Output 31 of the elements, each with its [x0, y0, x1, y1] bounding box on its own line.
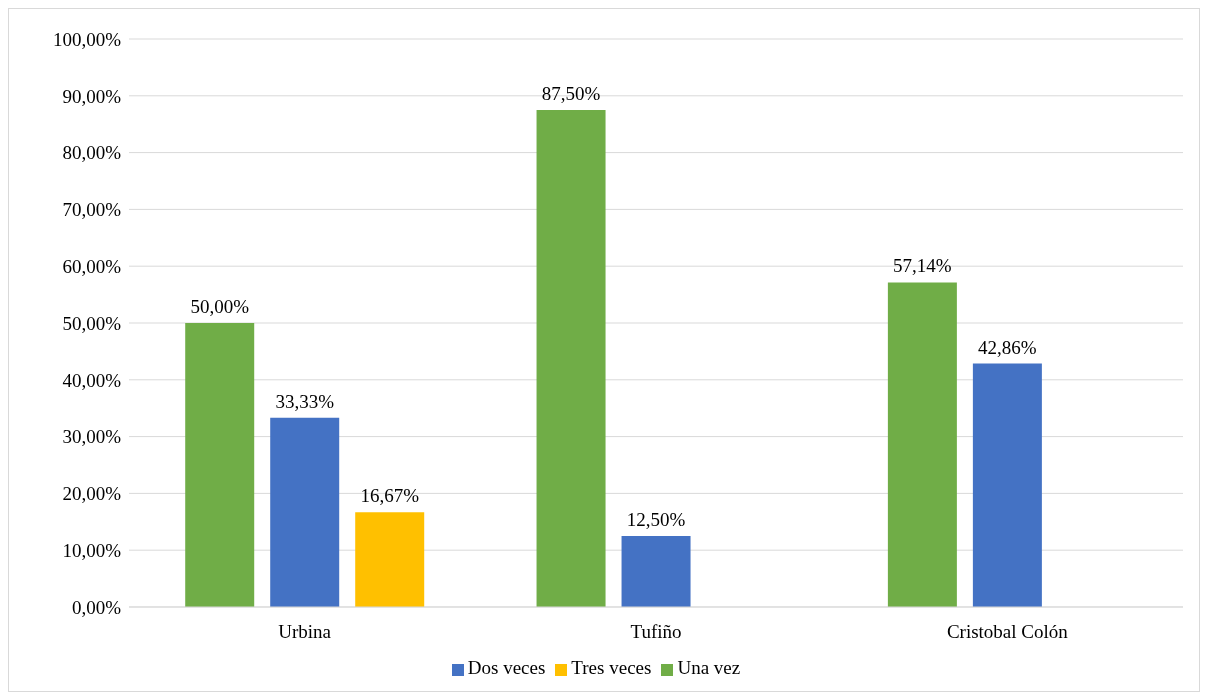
y-tick-label: 30,00% — [62, 426, 122, 448]
y-tick-label: 50,00% — [62, 312, 122, 334]
data-label: 50,00% — [190, 296, 250, 317]
y-tick-label: 90,00% — [62, 85, 122, 107]
data-label: 57,14% — [893, 255, 952, 277]
y-tick-label: 100,00% — [52, 28, 122, 50]
bar — [270, 417, 340, 607]
data-label: 16,67% — [360, 485, 420, 507]
bar — [536, 110, 606, 607]
bar — [972, 363, 1042, 607]
data-label: 42,86% — [978, 336, 1037, 358]
data-label: 12,50% — [626, 509, 686, 530]
data-label: 33,33% — [275, 390, 335, 412]
bar — [887, 282, 957, 607]
y-tick-label: 0,00% — [71, 596, 122, 618]
data-label: 87,50% — [541, 83, 601, 104]
legend-label: Tres veces — [571, 657, 652, 678]
x-tick-label: Cristobal Colón — [946, 621, 1069, 643]
bar — [621, 536, 691, 607]
x-tick-label: Urbina — [278, 621, 332, 643]
y-tick-label: 70,00% — [62, 199, 122, 221]
y-tick-label: 60,00% — [62, 255, 122, 277]
y-tick-label: 40,00% — [62, 369, 122, 391]
y-tick-label: 10,00% — [62, 539, 122, 561]
legend-label: Una vez — [677, 657, 741, 678]
bar — [185, 323, 255, 607]
bar — [355, 512, 425, 607]
legend-label: Dos veces — [467, 657, 546, 678]
y-tick-label: 20,00% — [62, 483, 122, 505]
y-tick-label: 80,00% — [62, 142, 122, 164]
x-tick-label: Tufiño — [630, 621, 682, 643]
